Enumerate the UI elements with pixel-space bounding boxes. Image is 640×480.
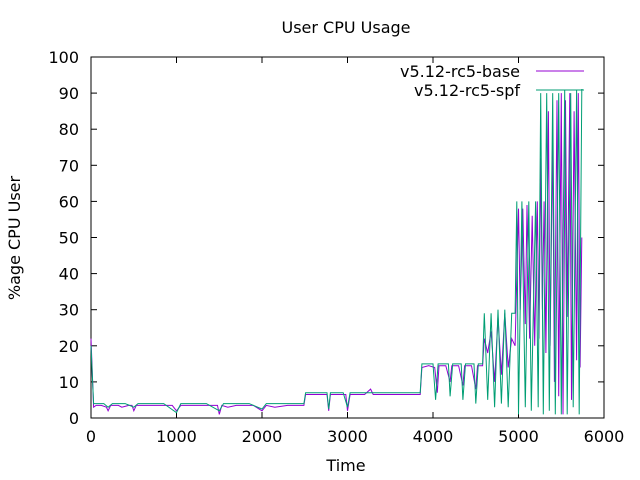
series-line-2 <box>90 89 583 415</box>
y-tick-label: 60 <box>59 192 79 211</box>
y-tick-label: 30 <box>59 301 79 320</box>
plot-border <box>90 56 605 419</box>
x-axis-title: Time <box>325 456 365 475</box>
series-layer <box>90 89 583 415</box>
x-tick-label: 3000 <box>327 427 368 446</box>
y-tick-label: 10 <box>59 373 79 392</box>
y-axis-ticks: 0 10 20 30 40 50 60 70 80 90 100 <box>48 48 604 428</box>
plot-frame <box>90 56 605 419</box>
x-tick-label: 5000 <box>498 427 539 446</box>
y-tick-label: 80 <box>59 120 79 139</box>
y-tick-label: 0 <box>69 409 79 428</box>
y-tick-label: 50 <box>59 229 79 248</box>
x-tick-label: 4000 <box>413 427 454 446</box>
y-tick-label: 20 <box>59 337 79 356</box>
x-tick-label: 2000 <box>242 427 283 446</box>
y-tick-label: 40 <box>59 265 79 284</box>
y-tick-label: 90 <box>59 84 79 103</box>
x-tick-label: 1000 <box>156 427 197 446</box>
y-tick-label: 100 <box>48 48 79 67</box>
x-tick-label: 6000 <box>584 427 625 446</box>
series-line-1 <box>90 93 583 415</box>
x-axis-ticks: 0 1000 2000 3000 4000 5000 6000 <box>86 57 624 446</box>
x-tick-label: 0 <box>86 427 96 446</box>
chart-title: User CPU Usage <box>281 18 410 37</box>
legend-label-2: v5.12-rc5-spf <box>414 81 520 100</box>
y-tick-label: 70 <box>59 156 79 175</box>
y-axis-title: %age CPU User <box>5 175 24 300</box>
legend-label-1: v5.12-rc5-base <box>400 62 520 81</box>
